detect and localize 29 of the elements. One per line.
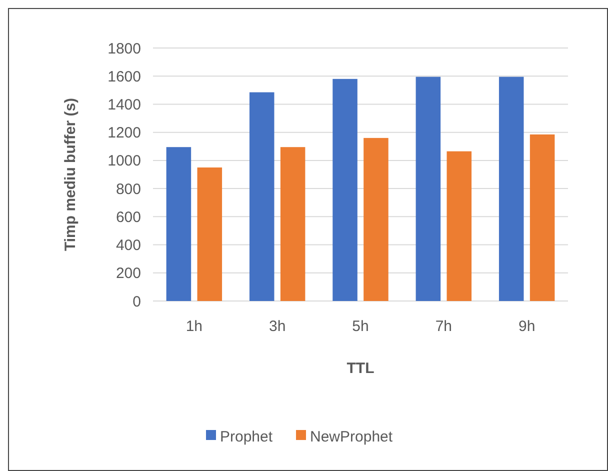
x-tick-label: 3h [268,318,286,335]
y-tick-label: 1800 [108,40,141,58]
x-tick-label: 1h [186,318,203,335]
bar [280,147,306,301]
x-tick-label: 9h [518,318,536,335]
y-axis-title: Timp mediu buffer (s) [62,98,79,252]
bar [446,151,472,301]
y-tick-label: 0 [132,293,141,310]
bar [197,167,222,301]
bar [364,138,388,301]
bar [332,78,358,301]
legend-label: Prophet [220,428,274,446]
y-tick-label: 400 [116,237,141,254]
bar [498,76,524,301]
y-tick-label: 200 [116,265,141,282]
y-tick-label: 1400 [108,96,141,114]
y-tick-label: 1600 [108,68,141,86]
bar [416,76,441,301]
bar [166,147,192,301]
x-tick-label: 5h [352,318,369,335]
legend-label: NewProphet [310,428,394,446]
bar [530,134,555,301]
y-tick-label: 600 [116,208,141,226]
x-tick-label: 7h [435,318,452,335]
x-axis-title: TTL [346,360,374,377]
y-tick-label: 1200 [108,124,141,142]
bar [249,92,274,301]
y-tick-label: 800 [116,180,141,198]
y-tick-label: 1000 [108,152,141,170]
